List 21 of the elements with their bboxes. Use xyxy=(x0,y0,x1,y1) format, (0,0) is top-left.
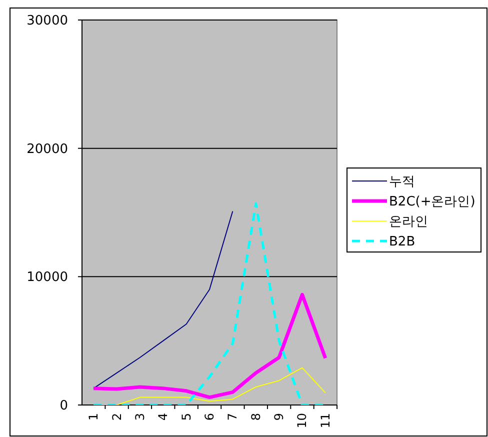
legend-label: 누적 xyxy=(389,174,415,190)
y-tick-label: 20000 xyxy=(26,142,68,157)
y-tick-label: 10000 xyxy=(26,270,68,286)
x-tick-label: 10 xyxy=(295,413,310,428)
x-tick-label: 3 xyxy=(132,413,147,421)
x-tick-label: 9 xyxy=(272,413,286,421)
line-series xyxy=(93,210,234,389)
legend-label: 온라인 xyxy=(389,214,428,230)
legend-label: B2B xyxy=(389,234,416,250)
x-tick-label: 2 xyxy=(110,413,124,421)
x-tick-label: 1 xyxy=(86,413,101,421)
x-tick-label: 11 xyxy=(318,413,332,428)
y-tick-label: 0 xyxy=(60,398,68,414)
x-tick-label: 8 xyxy=(248,413,263,421)
y-tick-label: 30000 xyxy=(26,14,68,29)
x-tick-label: 5 xyxy=(179,413,194,421)
x-tick-label: 7 xyxy=(226,413,240,421)
x-tick-label: 6 xyxy=(202,413,216,421)
x-tick-label: 4 xyxy=(156,413,170,421)
line-series xyxy=(92,292,328,400)
legend-label: B2C(+온라인) xyxy=(389,194,476,210)
